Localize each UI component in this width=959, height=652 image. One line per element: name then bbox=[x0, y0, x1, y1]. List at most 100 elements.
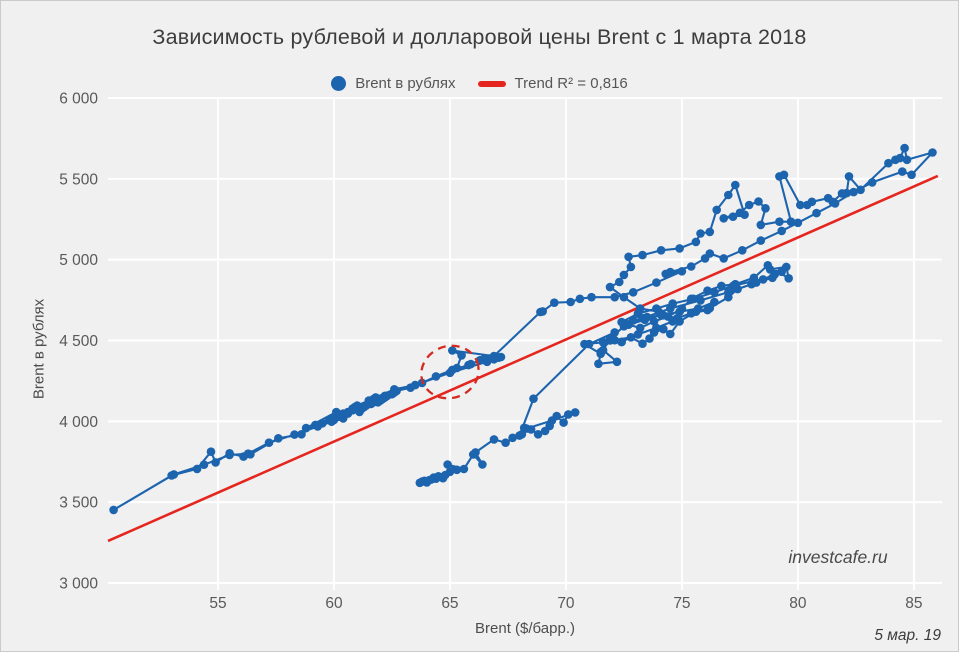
data-point bbox=[675, 244, 684, 253]
data-point bbox=[243, 449, 253, 459]
data-point bbox=[712, 205, 721, 215]
data-point bbox=[638, 339, 647, 349]
data-point bbox=[763, 261, 773, 270]
data-point bbox=[626, 262, 636, 272]
data-point bbox=[731, 180, 740, 190]
legend-series-label: Brent в рублях bbox=[355, 75, 456, 92]
data-point bbox=[724, 288, 733, 297]
data-point bbox=[297, 430, 306, 439]
data-point bbox=[529, 394, 538, 404]
data-point bbox=[638, 313, 647, 323]
data-point bbox=[786, 217, 796, 226]
data-point bbox=[192, 464, 202, 474]
data-point bbox=[691, 237, 701, 247]
data-point bbox=[522, 424, 531, 433]
data-point bbox=[812, 208, 821, 218]
data-point bbox=[659, 324, 668, 334]
data-point bbox=[661, 269, 670, 279]
data-point bbox=[710, 297, 719, 307]
data-point bbox=[610, 292, 619, 302]
data-point bbox=[907, 170, 916, 180]
data-point bbox=[793, 218, 803, 228]
data-point bbox=[459, 464, 469, 474]
data-point bbox=[635, 304, 645, 313]
data-point bbox=[480, 355, 490, 365]
data-point bbox=[728, 281, 738, 291]
data-point bbox=[496, 352, 506, 362]
x-tick-label: 55 bbox=[209, 595, 226, 612]
gridlines bbox=[108, 97, 942, 590]
data-point bbox=[754, 197, 763, 206]
y-tick-label: 3 500 bbox=[59, 495, 98, 512]
legend-item-series: Brent в рублях bbox=[331, 75, 456, 92]
data-point bbox=[628, 316, 638, 325]
data-point bbox=[761, 204, 770, 213]
data-point bbox=[587, 292, 596, 302]
legend-item-trend: Trend R² = 0,816 bbox=[477, 75, 628, 92]
data-point bbox=[900, 143, 909, 153]
data-point bbox=[464, 360, 473, 370]
x-tick-label: 75 bbox=[673, 595, 690, 612]
data-point bbox=[452, 465, 462, 475]
data-point bbox=[550, 298, 559, 308]
data-point bbox=[784, 274, 793, 283]
tick-labels: 3 000 3 500 4 000 4 500 5 000 5 500 6 000 55 60 6… bbox=[59, 91, 922, 613]
y-tick-label: 4 000 bbox=[59, 414, 98, 431]
data-point bbox=[689, 294, 698, 304]
data-point bbox=[782, 262, 791, 272]
legend: Brent в рублях Trend R² = 0,816 bbox=[1, 75, 958, 92]
data-point bbox=[566, 297, 575, 307]
data-point bbox=[719, 254, 728, 263]
data-point bbox=[533, 430, 543, 439]
data-point bbox=[728, 212, 738, 221]
data-point bbox=[633, 330, 643, 339]
data-point bbox=[696, 296, 705, 305]
data-point bbox=[649, 317, 659, 326]
watermark: investcafe.ru bbox=[788, 547, 888, 567]
data-point bbox=[705, 227, 715, 237]
date-label: 5 мар. 19 bbox=[874, 627, 941, 644]
data-point bbox=[779, 170, 789, 180]
x-tick-label: 80 bbox=[789, 595, 807, 612]
data-point bbox=[656, 246, 666, 255]
data-point bbox=[796, 200, 805, 210]
data-point bbox=[199, 460, 209, 470]
data-point bbox=[615, 277, 624, 287]
data-point bbox=[867, 178, 877, 187]
data-point bbox=[301, 423, 311, 433]
data-point bbox=[489, 355, 499, 364]
data-point bbox=[652, 278, 661, 287]
data-point bbox=[675, 307, 684, 317]
data-point bbox=[884, 158, 893, 168]
data-point bbox=[431, 372, 441, 381]
data-points bbox=[109, 143, 937, 515]
x-tick-label: 70 bbox=[557, 595, 575, 612]
data-point bbox=[677, 267, 687, 276]
data-point bbox=[902, 155, 912, 165]
data-point bbox=[357, 404, 367, 414]
data-point bbox=[668, 317, 677, 326]
data-point bbox=[652, 323, 661, 333]
data-point bbox=[738, 246, 747, 255]
data-point bbox=[928, 148, 937, 157]
data-point bbox=[564, 410, 573, 419]
data-point bbox=[710, 288, 719, 297]
data-point bbox=[610, 328, 619, 337]
data-point bbox=[626, 333, 636, 342]
data-point bbox=[830, 199, 840, 208]
data-point bbox=[443, 460, 452, 469]
y-tick-label: 5 000 bbox=[59, 252, 98, 269]
data-point bbox=[457, 351, 466, 360]
data-point bbox=[598, 338, 608, 347]
data-point bbox=[703, 286, 712, 296]
data-point bbox=[225, 450, 234, 460]
data-point bbox=[424, 475, 434, 485]
annotation-ellipse bbox=[420, 344, 480, 400]
data-point bbox=[452, 363, 462, 373]
data-point bbox=[612, 357, 622, 367]
data-point bbox=[605, 334, 615, 344]
x-tick-label: 85 bbox=[905, 595, 922, 612]
data-point bbox=[547, 416, 557, 425]
